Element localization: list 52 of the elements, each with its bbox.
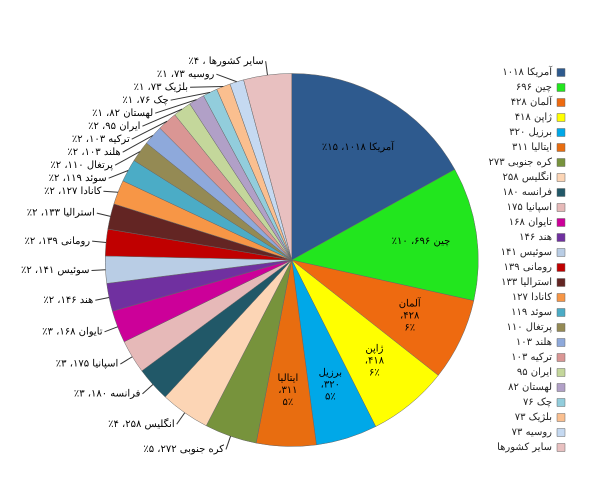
- data-label: روسیه ۷۳، ۱٪: [156, 68, 215, 80]
- legend-label: رومانی ۱۳۹: [504, 262, 552, 274]
- legend-label: هلند ۱۰۳: [516, 337, 552, 348]
- data-label: تایوان ۱۶۸، ۳٪: [42, 326, 103, 338]
- legend-label: اسپانیا ۱۷۵: [506, 202, 552, 214]
- data-label: هند ۱۴۶، ۲٪: [43, 294, 94, 306]
- legend-label: چین ۶۹۶: [516, 82, 552, 94]
- legend-label: برزیل ۳۲۰: [509, 127, 552, 138]
- data-label: ایتالیا ۳۱۱، ۵٪: [278, 373, 298, 408]
- legend-label: ایران ۹۵: [516, 367, 552, 378]
- data-label: برزیل ۳۲۰، ۵٪: [318, 367, 342, 402]
- legend-label: ایتالیا ۳۱۱: [512, 142, 552, 154]
- legend-label: چک ۷۶: [522, 397, 552, 408]
- data-label: سوئیس ۱۴۱، ۲٪: [20, 265, 90, 276]
- data-label: ترکیه ۱۰۳، ۲٪: [72, 134, 130, 145]
- legend-label: کره جنوبی ۲۷۳: [488, 157, 552, 168]
- data-label: ژاپن ۴۱۸، ۶٪: [364, 344, 385, 379]
- legend-label: هند ۱۴۶: [519, 232, 552, 244]
- legend-label: انگلیس ۲۵۸: [502, 171, 552, 184]
- legend-label: لهستان ۸۲: [508, 382, 552, 394]
- legend-label: ترکیه ۱۰۳: [511, 352, 552, 364]
- legend-label: آلمان ۴۲۸: [510, 95, 554, 108]
- data-label: استرالیا ۱۳۳، ۲٪: [26, 208, 95, 219]
- legend-label: فرانسه ۱۸۰: [502, 187, 552, 198]
- data-label: ایران ۹۵، ۲٪: [88, 120, 140, 132]
- data-label: چک ۷۶، ۱٪: [122, 94, 169, 106]
- text: سایر کشورها ، ۴٪: [188, 56, 264, 67]
- data-label: لهستان ۸۲، ۱٪: [92, 108, 154, 119]
- data-label: کانادا ۱۲۷، ۲٪: [44, 186, 102, 197]
- data-label: چین ۶۹۶، ۱۰٪: [392, 236, 450, 247]
- data-label: فرانسه ۱۸۰، ۳٪: [74, 388, 141, 400]
- legend-label: روسیه ۷۳: [512, 427, 552, 438]
- data-label: انگلیس ۲۵۸، ۴٪: [108, 418, 175, 430]
- data-label: پرتغال ۱۱۰، ۲٪: [50, 160, 114, 171]
- legend-label: کانادا ۱۲۷: [512, 292, 552, 304]
- legend-label: آمریکا ۱۰۱۸: [502, 65, 554, 78]
- data-label: اسپانیا ۱۷۵، ۳٪: [56, 358, 118, 370]
- data-label: آمریکا ۱۰۱۸، ۱۵٪: [322, 140, 396, 154]
- legend-label: بلژیک ۷۳: [514, 412, 552, 424]
- legend-label: سایر کشورها: [497, 442, 552, 454]
- data-label: هلند ۱۰۳، ۲٪: [67, 146, 121, 158]
- legend-label: سوئد ۱۱۹: [511, 307, 552, 318]
- legend-label: استرالیا ۱۳۳: [501, 277, 552, 288]
- data-label: آلمان ۴۲۸، ۶٪: [398, 296, 422, 334]
- legend-label: تایوان ۱۶۸: [508, 217, 552, 228]
- data-label: رومانی ۱۳۹، ۲٪: [24, 236, 90, 247]
- data-label: کره جنوبی ۲۷۲، ۵٪: [143, 444, 224, 456]
- data-label: سوئد ۱۱۹، ۲٪: [48, 172, 107, 184]
- legend-label: سوئیس ۱۴۱: [500, 247, 552, 258]
- legend-label: پرتغال ۱۱۰: [506, 322, 552, 334]
- data-label: بلژیک ۷۳، ۱٪: [134, 82, 188, 93]
- legend-label: ژاپن ۴۱۸: [514, 112, 552, 124]
